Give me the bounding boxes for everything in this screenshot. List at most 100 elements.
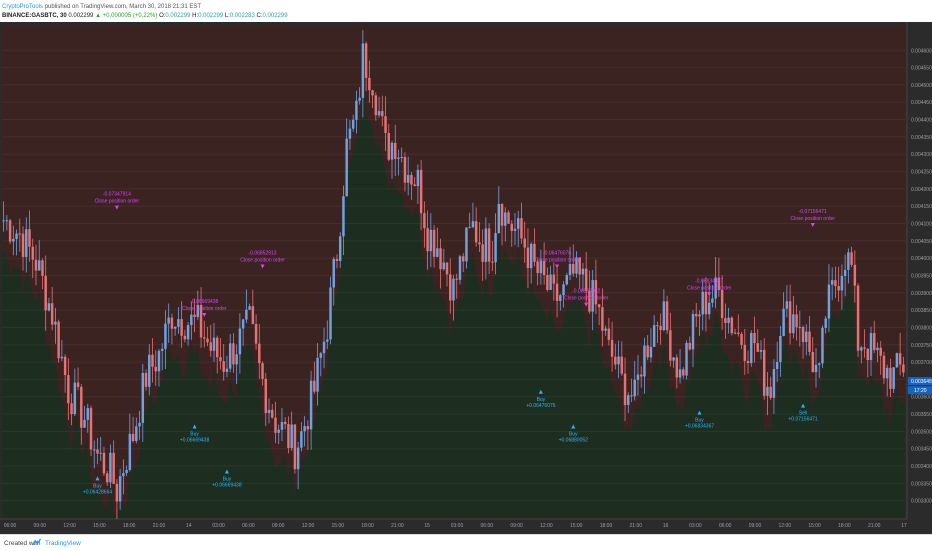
candle-body — [698, 314, 701, 317]
candle-body — [853, 264, 857, 286]
candle-body — [245, 309, 248, 320]
buy-order-label: Buy — [537, 397, 546, 403]
candle-body — [18, 233, 22, 235]
price-change: ▲ +0.000005 (+0.22%) — [95, 13, 158, 19]
candle-body — [115, 483, 119, 502]
candle-body — [387, 132, 390, 160]
candle-body — [193, 314, 196, 317]
candle-body — [173, 326, 177, 329]
candle-body — [241, 319, 245, 329]
candle-body — [720, 289, 724, 319]
candle-body — [714, 277, 717, 299]
author-link[interactable]: CryptoProTools — [2, 4, 44, 10]
candle-body — [873, 333, 876, 351]
tradingview-link[interactable]: TradingView — [45, 540, 81, 547]
time-tick-label: 12:00 — [63, 523, 76, 529]
buy-arrow-icon — [224, 469, 229, 474]
time-tick-label: 03:00 — [451, 523, 464, 529]
candle-body — [481, 244, 484, 262]
candle-body — [814, 364, 818, 373]
candle-body — [630, 395, 633, 397]
candle-body — [109, 452, 112, 483]
candle-body — [584, 268, 588, 291]
price-tick-label: 0.003950 — [911, 273, 932, 279]
candle-body — [413, 184, 416, 187]
candles — [2, 30, 905, 522]
buy-arrow-icon — [801, 403, 806, 408]
candle-body — [180, 319, 183, 336]
candle-body — [818, 363, 821, 365]
candle-body — [591, 280, 594, 312]
candle-body — [423, 213, 426, 229]
buy-arrow-icon — [95, 476, 100, 481]
candle-body — [850, 252, 853, 265]
candle-body — [562, 284, 565, 296]
candle-body — [449, 274, 452, 301]
candle-body — [494, 233, 497, 263]
time-tick-label: 15:00 — [332, 523, 345, 529]
close-order-label: Close position order — [535, 258, 580, 264]
candle-body — [342, 196, 345, 237]
close-order-label: Close position order — [95, 199, 140, 205]
candle-body — [251, 306, 255, 325]
symbol-label[interactable]: BINANCE:GASBTC, 30 — [2, 13, 67, 19]
time-axis[interactable]: 06:00 09:00 12:00 15:00 18:00 21:00 14 03:00 06:… — [0, 518, 932, 534]
candle-body — [772, 368, 776, 398]
candle-body — [93, 449, 96, 451]
candle-body — [358, 97, 361, 101]
price-tick-label: 0.003550 — [911, 412, 932, 418]
candle-body — [617, 356, 620, 365]
candle-body — [390, 142, 394, 160]
time-axis-bg — [0, 519, 932, 534]
time-tick-label: 09:00 — [749, 523, 762, 529]
candle-body — [504, 212, 507, 226]
candle-body — [429, 229, 433, 252]
candle-body — [118, 476, 122, 502]
price-tick-label: 0.004100 — [911, 221, 932, 227]
buy-order-value: +0.06834367 — [685, 424, 715, 430]
candle-body — [889, 367, 892, 389]
candle-body — [474, 221, 478, 243]
price-tick-label: 0.004450 — [911, 100, 932, 106]
candle-body — [141, 372, 145, 423]
candle-body — [70, 403, 73, 415]
candle-body — [643, 345, 646, 377]
time-tick-label: 06:00 — [242, 523, 255, 529]
candle-body — [672, 357, 675, 361]
candle-body — [384, 116, 387, 133]
last-price-badge — [908, 377, 932, 386]
candle-body — [190, 314, 193, 326]
time-tick-label: 15:00 — [570, 523, 583, 529]
candle-body — [8, 220, 12, 242]
time-tick-label: 21:00 — [391, 523, 404, 529]
last-price-label: 0.003645 — [911, 379, 932, 385]
time-tick-label: 14 — [186, 523, 192, 529]
candle-body — [329, 287, 332, 340]
candle-body — [326, 339, 329, 342]
candle-body — [381, 111, 384, 117]
candle-body — [656, 325, 659, 327]
candle-body — [610, 339, 614, 357]
upper-zone — [2, 26, 905, 518]
candle-body — [895, 353, 899, 368]
candle-body — [157, 350, 161, 372]
candle-body — [510, 223, 513, 231]
candle-body — [406, 174, 410, 183]
sell-arrow-icon — [555, 264, 560, 269]
candle-body — [659, 325, 662, 331]
tradingview-logo-icon — [32, 538, 42, 546]
time-tick-label: 06:00 — [4, 523, 17, 529]
candle-body — [704, 291, 708, 315]
price-tick-label: 0.004500 — [911, 83, 932, 89]
price-axis[interactable]: 0.004600 0.004550 0.004500 0.004450 0.004400… — [906, 22, 932, 534]
candle-body — [455, 278, 458, 280]
candle-body — [426, 228, 429, 252]
sell-arrow-icon — [810, 222, 815, 227]
candle-body — [442, 262, 446, 270]
time-tick-label: 15:00 — [808, 523, 821, 529]
candle-body — [228, 343, 232, 369]
candle-body — [57, 321, 60, 359]
candle-body — [879, 347, 882, 356]
